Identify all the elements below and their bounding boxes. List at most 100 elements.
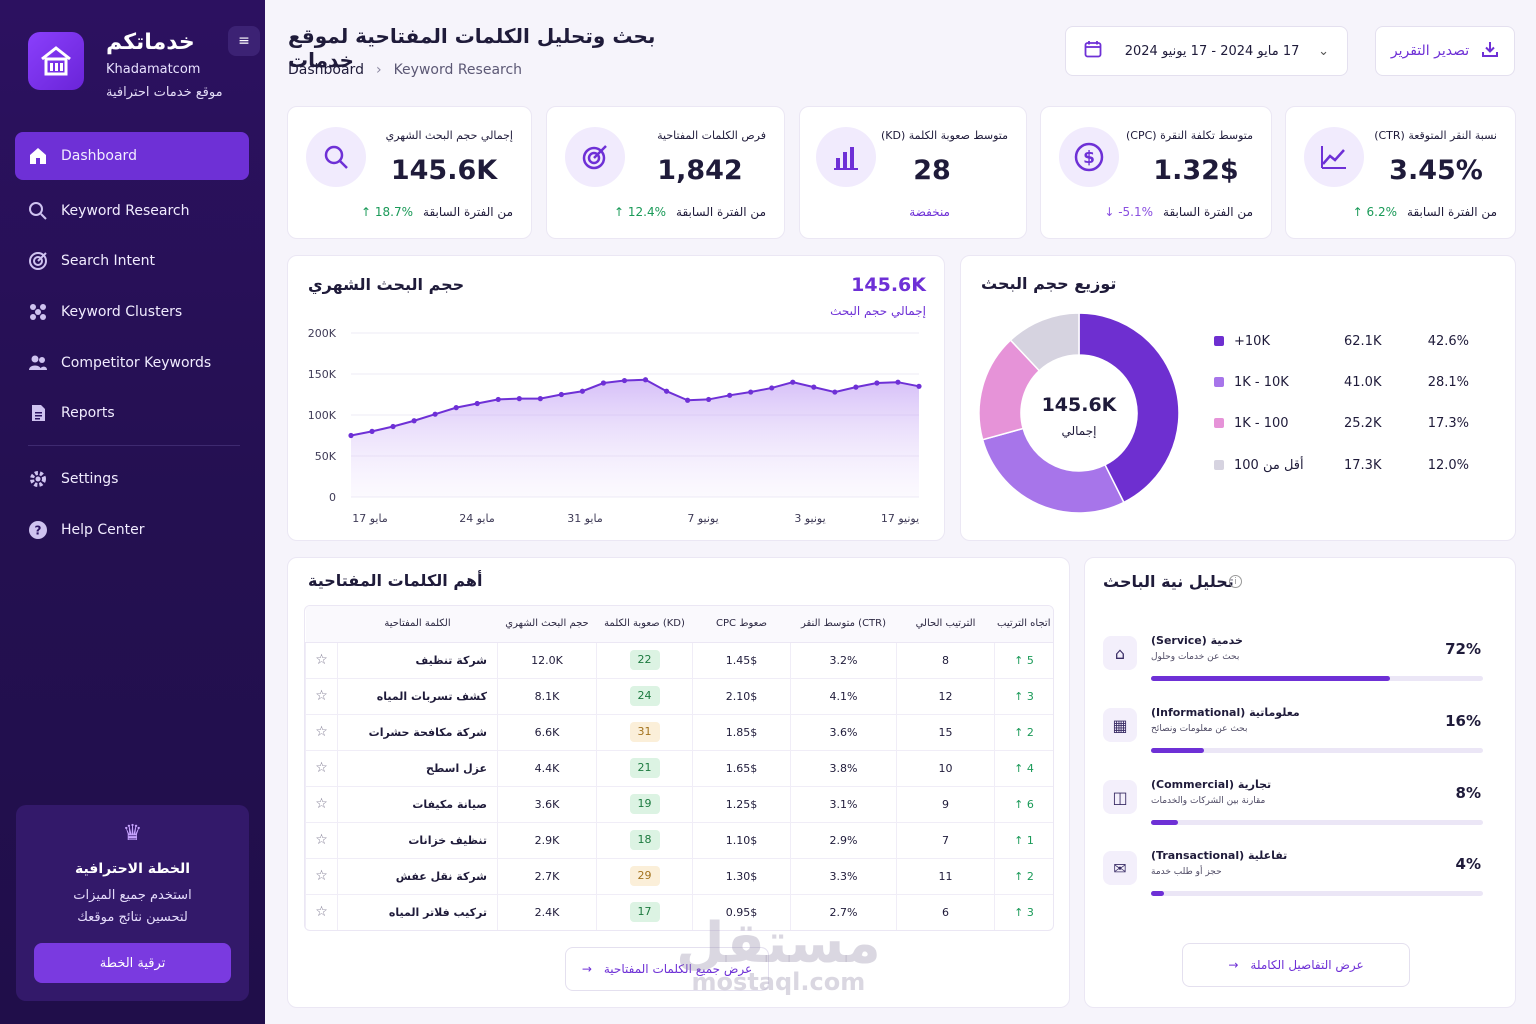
donut-slice[interactable] bbox=[1009, 312, 1080, 372]
data-point[interactable] bbox=[474, 400, 480, 407]
intent-row[interactable]: ◫ تجارية (Commercial) مقارنة بين الشركات… bbox=[1103, 776, 1493, 838]
sidebar-item-settings[interactable]: Settings bbox=[15, 455, 249, 503]
data-point[interactable] bbox=[369, 428, 375, 434]
date-range-picker[interactable]: 17 مايو 2024 - 17 يونيو 2024 ⌄ bbox=[1065, 26, 1348, 76]
sidebar-item-keyword-clusters[interactable]: Keyword Clusters bbox=[15, 288, 249, 336]
chevron-right-icon: › bbox=[375, 62, 382, 78]
col-ctr[interactable]: متوسط النقر (CTR) bbox=[790, 606, 897, 643]
breadcrumb-dashboard[interactable]: Dashboard bbox=[288, 62, 364, 78]
star-icon[interactable]: ☆ bbox=[305, 786, 338, 823]
rank-cell: 11 bbox=[896, 858, 995, 895]
data-point[interactable] bbox=[706, 396, 712, 403]
data-point[interactable] bbox=[621, 377, 628, 384]
sidebar-item-dashboard[interactable]: Dashboard bbox=[15, 132, 249, 180]
data-point[interactable] bbox=[853, 384, 859, 390]
sidebar-item-keyword-research[interactable]: Keyword Research bbox=[15, 187, 249, 235]
data-point[interactable] bbox=[663, 388, 670, 394]
star-icon[interactable]: ☆ bbox=[305, 750, 338, 787]
data-point[interactable] bbox=[832, 389, 838, 395]
data-point[interactable] bbox=[516, 396, 522, 402]
report-icon bbox=[27, 402, 49, 424]
data-point[interactable] bbox=[684, 397, 691, 403]
view-all-keywords-button[interactable]: عرض جميع الكلمات المفتاحية → bbox=[565, 947, 769, 991]
sidebar-item-help-center[interactable]: ? Help Center bbox=[15, 506, 249, 554]
table-row[interactable]: ☆ صيانة مكيفات 3.6K 19 1.25$ 3.1% 9 ↑ 6 bbox=[305, 786, 1053, 823]
table-row[interactable]: ☆ تركيب فلاتر المياه 2.4K 17 0.95$ 2.7% … bbox=[305, 894, 1053, 930]
keyword-cell: عزل اسطح bbox=[337, 750, 498, 787]
col-star bbox=[305, 606, 338, 643]
data-point[interactable] bbox=[790, 379, 796, 385]
stat-footer: من الفترة السابقة ↑ 6.2% bbox=[1353, 205, 1497, 219]
table-row[interactable]: ☆ تنظيف خزانات 2.9K 18 1.10$ 2.9% 7 ↑ 1 bbox=[305, 822, 1053, 859]
data-point[interactable] bbox=[537, 396, 543, 402]
star-icon[interactable]: ☆ bbox=[305, 894, 338, 930]
star-icon[interactable]: ☆ bbox=[305, 714, 338, 751]
star-icon[interactable]: ☆ bbox=[305, 678, 338, 715]
col-volume[interactable]: حجم البحث الشهري bbox=[497, 606, 597, 643]
x-tick-label: 7 يونيو bbox=[687, 512, 718, 525]
star-icon[interactable]: ☆ bbox=[305, 822, 338, 859]
col-keyword[interactable]: الكلمة المفتاحية bbox=[337, 606, 498, 643]
keyword-cell: شركة تنظيف bbox=[337, 642, 498, 679]
col-rank[interactable]: الترتيب الحالي bbox=[896, 606, 995, 643]
gear-icon bbox=[27, 468, 49, 490]
sidebar-item-competitor-keywords[interactable]: Competitor Keywords bbox=[15, 339, 249, 387]
legend-row[interactable]: 10K+ 62.1K 42.6% bbox=[1214, 331, 1469, 351]
intent-row[interactable]: ✉ تفاعلية (Transactional) حجز أو طلب خدم… bbox=[1103, 847, 1493, 909]
col-cpc[interactable]: CPC صعوط bbox=[692, 606, 791, 643]
star-icon[interactable]: ☆ bbox=[305, 642, 338, 679]
export-report-button[interactable]: تصدير التقرير bbox=[1375, 26, 1515, 76]
stat-footer: من الفترة السابقة ↑ 18.7% bbox=[361, 205, 513, 219]
sidebar-item-label: Help Center bbox=[61, 522, 145, 538]
intent-row[interactable]: ⌂ خدمية (Service) بحث عن خدمات وحلول 72% bbox=[1103, 632, 1493, 694]
data-point[interactable] bbox=[642, 377, 649, 383]
data-point[interactable] bbox=[769, 385, 775, 391]
data-point[interactable] bbox=[411, 418, 417, 424]
legend-value: 62.1K bbox=[1344, 333, 1382, 349]
upgrade-plan-button[interactable]: ترقية الخطة bbox=[34, 943, 231, 983]
donut-slice[interactable] bbox=[1078, 312, 1180, 504]
legend-percent: 12.0% bbox=[1427, 457, 1469, 473]
table-row[interactable]: ☆ شركة مكافحة حشرات 6.6K 31 1.85$ 3.6% 1… bbox=[305, 714, 1053, 751]
donut-center-label: إجمالي bbox=[1061, 424, 1097, 438]
data-point[interactable] bbox=[874, 380, 880, 386]
sidebar-item-search-intent[interactable]: Search Intent bbox=[15, 237, 249, 285]
logo[interactable] bbox=[28, 32, 84, 90]
col-trend[interactable]: اتجاه الترتيب bbox=[994, 606, 1053, 643]
intent-row[interactable]: ▦ معلوماتية (Informational) بحث عن معلوم… bbox=[1103, 704, 1493, 766]
legend-row[interactable]: 1K - 10K 41.0K 28.1% bbox=[1214, 372, 1469, 392]
data-point[interactable] bbox=[916, 383, 922, 389]
sidebar-item-reports[interactable]: Reports bbox=[15, 389, 249, 437]
data-point[interactable] bbox=[727, 392, 733, 398]
data-point[interactable] bbox=[579, 388, 586, 394]
legend-row[interactable]: 100 - 1K 25.2K 17.3% bbox=[1214, 413, 1469, 433]
donut-slice[interactable] bbox=[981, 427, 1125, 514]
collapse-sidebar-button[interactable]: ≡ bbox=[228, 26, 260, 56]
data-point[interactable] bbox=[390, 423, 396, 430]
data-point[interactable] bbox=[432, 411, 438, 417]
data-point[interactable] bbox=[348, 432, 354, 439]
view-full-details-button[interactable]: عرض التفاصيل الكاملة → bbox=[1182, 943, 1410, 987]
data-point[interactable] bbox=[453, 405, 459, 411]
table-row[interactable]: ☆ شركة نقل عفش 2.7K 29 1.30$ 3.3% 11 ↑ 2 bbox=[305, 858, 1053, 895]
data-point[interactable] bbox=[558, 391, 564, 398]
info-icon[interactable]: i bbox=[1229, 575, 1242, 588]
table-row[interactable]: ☆ شركة تنظيف 12.0K 22 1.45$ 3.2% 8 ↑ 5 bbox=[305, 642, 1053, 679]
upgrade-desc-line: لتحسين نتائج موقعك bbox=[77, 910, 188, 925]
data-point[interactable] bbox=[600, 380, 607, 386]
table-row[interactable]: ☆ كشف تسربات المياه 8.1K 24 2.10$ 4.1% 1… bbox=[305, 678, 1053, 715]
sidebar-divider bbox=[28, 445, 240, 446]
table-row[interactable]: ☆ عزل اسطح 4.4K 21 1.65$ 3.8% 10 ↑ 4 bbox=[305, 750, 1053, 787]
keywords-table: الكلمة المفتاحية حجم البحث الشهري صعوبة … bbox=[304, 605, 1054, 931]
intent-progress-fill bbox=[1151, 820, 1178, 825]
data-point[interactable] bbox=[748, 389, 754, 395]
ctr-cell: 3.8% bbox=[790, 750, 897, 787]
data-point[interactable] bbox=[811, 384, 817, 390]
data-point[interactable] bbox=[895, 379, 901, 385]
y-tick-label: 50K bbox=[315, 450, 337, 463]
star-icon[interactable]: ☆ bbox=[305, 858, 338, 895]
stat-label: نسبة النقر المتوقعة (CTR) bbox=[1374, 129, 1497, 142]
data-point[interactable] bbox=[495, 396, 501, 403]
legend-row[interactable]: أقل من 100 17.3K 12.0% bbox=[1214, 455, 1469, 475]
col-kd[interactable]: صعوبة الكلمة (KD) bbox=[596, 606, 693, 643]
